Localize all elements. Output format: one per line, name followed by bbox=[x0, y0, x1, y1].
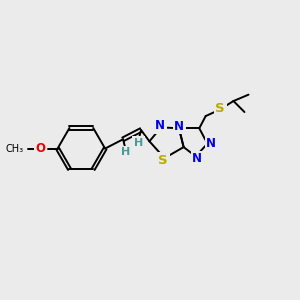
Text: N: N bbox=[174, 120, 184, 133]
Text: N: N bbox=[206, 137, 216, 150]
Text: N: N bbox=[192, 152, 202, 165]
Text: N: N bbox=[155, 119, 165, 132]
Text: S: S bbox=[158, 154, 168, 167]
Text: S: S bbox=[215, 102, 225, 116]
Text: O: O bbox=[35, 142, 45, 155]
Text: H: H bbox=[121, 147, 130, 157]
Text: CH₃: CH₃ bbox=[5, 144, 23, 154]
Text: H: H bbox=[134, 138, 143, 148]
